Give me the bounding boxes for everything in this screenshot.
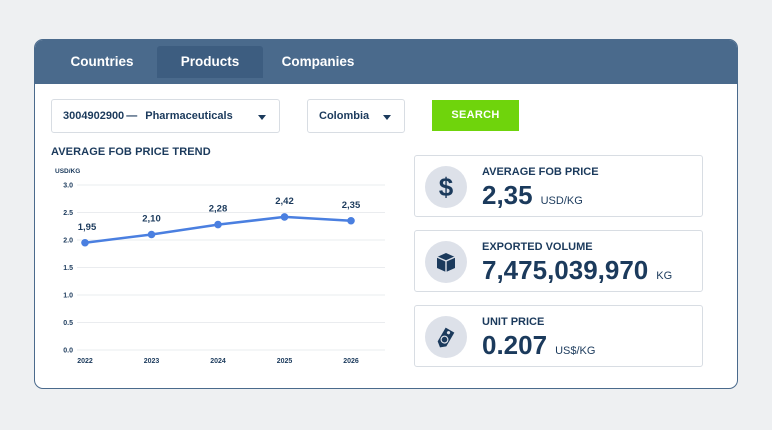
product-code: 3004902900 bbox=[63, 110, 125, 122]
main-card: Countries Products Companies 3004902900—… bbox=[34, 39, 738, 389]
stat-label: AVERAGE FOB PRICE bbox=[482, 166, 599, 178]
chevron-down-icon bbox=[383, 115, 391, 120]
box-icon bbox=[425, 241, 467, 283]
series-line bbox=[81, 213, 355, 247]
stat-label: UNIT PRICE bbox=[482, 316, 545, 328]
y-tick-label: 1.0 bbox=[63, 293, 73, 300]
svg-text:$: $ bbox=[439, 172, 454, 202]
data-labels: 1,95 2,10 2,28 2,42 2,35 bbox=[78, 196, 361, 233]
chart-title: AVERAGE FOB PRICE TREND bbox=[51, 146, 211, 158]
search-button[interactable]: SEARCH bbox=[432, 100, 519, 131]
stat-average-fob-price: $ AVERAGE FOB PRICE 2,35 USD/KG bbox=[414, 155, 703, 217]
x-tick-label: 2023 bbox=[144, 358, 160, 365]
stat-unit: USD/KG bbox=[540, 195, 583, 207]
country-select[interactable]: Colombia bbox=[307, 99, 405, 133]
stat-value: 2,35 USD/KG bbox=[482, 180, 583, 211]
stat-label: EXPORTED VOLUME bbox=[482, 241, 593, 253]
product-select-value: 3004902900— Pharmaceuticals bbox=[63, 110, 233, 122]
product-separator: — bbox=[126, 110, 138, 122]
series-polyline bbox=[84, 215, 352, 244]
tab-companies[interactable]: Companies bbox=[281, 54, 355, 69]
data-point bbox=[280, 213, 289, 221]
stat-number: 7,475,039,970 bbox=[482, 255, 649, 285]
data-label: 2,10 bbox=[142, 214, 161, 225]
data-label: 2,42 bbox=[275, 196, 294, 207]
chevron-down-icon bbox=[258, 115, 266, 120]
stat-unit: US$/KG bbox=[555, 345, 596, 357]
data-point bbox=[147, 230, 156, 239]
data-label: 2,28 bbox=[209, 204, 228, 215]
stat-value: 0.207 US$/KG bbox=[482, 330, 595, 361]
x-tick-label: 2025 bbox=[277, 358, 293, 365]
y-tick-label: 3.0 bbox=[63, 183, 73, 190]
tab-products[interactable]: Products bbox=[157, 46, 263, 78]
y-tick-label: 2.0 bbox=[63, 238, 73, 245]
data-point bbox=[347, 216, 355, 225]
chart-grid bbox=[77, 184, 385, 351]
stat-number: 0.207 bbox=[482, 330, 548, 360]
y-tick-label: 1.5 bbox=[63, 265, 73, 272]
country-select-value: Colombia bbox=[319, 110, 370, 122]
data-label: 1,95 bbox=[78, 222, 97, 233]
stat-unit-price: UNIT PRICE 0.207 US$/KG bbox=[414, 305, 703, 367]
stat-number: 2,35 bbox=[482, 180, 533, 210]
product-select[interactable]: 3004902900— Pharmaceuticals bbox=[51, 99, 280, 133]
x-ticks: 2022 2023 2024 2025 2026 bbox=[77, 358, 359, 365]
x-tick-label: 2026 bbox=[343, 358, 359, 365]
data-point bbox=[214, 220, 222, 229]
x-tick-label: 2022 bbox=[77, 358, 93, 365]
price-tag-icon bbox=[425, 316, 467, 358]
y-tick-label: 0.0 bbox=[63, 348, 73, 355]
tab-countries[interactable]: Countries bbox=[70, 54, 134, 69]
fob-price-chart: USD/KG 0.00.51.01.52.02.53.0 2022 2023 202… bbox=[55, 168, 385, 365]
data-point bbox=[81, 238, 89, 247]
product-name: Pharmaceuticals bbox=[145, 110, 233, 122]
dollar-icon: $ bbox=[425, 166, 467, 208]
stat-exported-volume: EXPORTED VOLUME 7,475,039,970 KG bbox=[414, 230, 703, 292]
y-tick-label: 0.5 bbox=[63, 320, 73, 327]
stat-value: 7,475,039,970 KG bbox=[482, 255, 672, 286]
tab-bar: Countries Products Companies bbox=[35, 40, 737, 84]
y-tick-label: 2.5 bbox=[63, 210, 73, 217]
y-axis-label: USD/KG bbox=[55, 168, 80, 175]
y-ticks: 0.0 0.5 1.0 1.5 2.0 2.5 3.0 bbox=[63, 183, 73, 355]
stat-unit: KG bbox=[656, 270, 673, 282]
data-label: 2,35 bbox=[342, 200, 361, 211]
x-tick-label: 2024 bbox=[210, 358, 226, 365]
